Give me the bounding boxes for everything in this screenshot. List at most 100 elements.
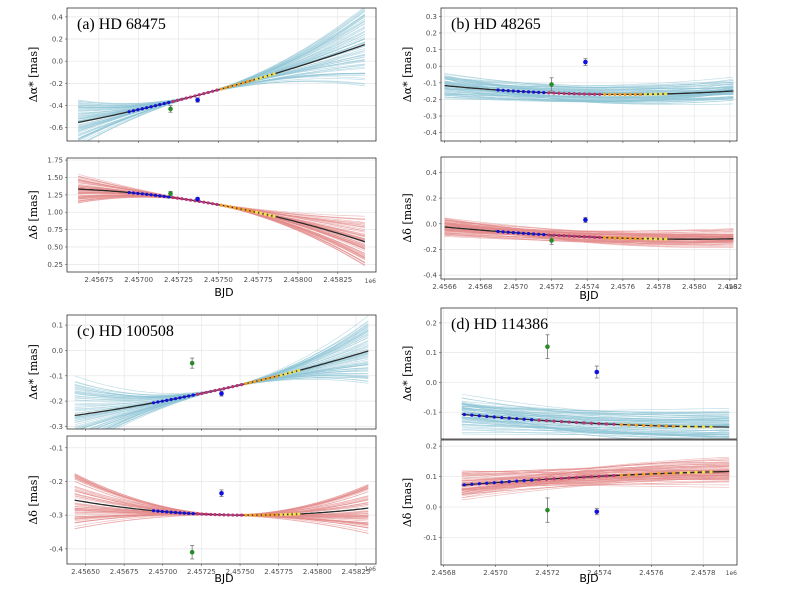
panel-c-alpha-epoch-point (156, 400, 160, 404)
panel-b-alpha-ytick-label: 0.1 (426, 46, 437, 54)
panel-d-delta-posterior-curve (461, 475, 730, 490)
panel-b-alpha-posterior-curve (444, 73, 734, 88)
panel-a-alpha-epoch-point (127, 110, 131, 114)
panel-d-alpha-epoch-point (649, 424, 653, 428)
panel-c-delta-epoch-point (231, 513, 235, 517)
panel-d-alpha-epoch-point (507, 416, 511, 420)
panel-c-alpha-epoch-point (270, 375, 274, 379)
panel-b-delta-epoch-point (638, 237, 642, 241)
panel-b-delta-background (441, 157, 737, 279)
panel-b-alpha-ytick-label: 0.3 (426, 13, 437, 21)
panel-d-alpha-ytick-label: -0.1 (423, 409, 437, 417)
panel-b-delta-epoch-point (501, 230, 505, 234)
panel-c-alpha-panel: -0.3 -0.2 -0.1 0.0 0.1 Δα* [mas] (c) HD 100508 (27, 314, 377, 431)
panel-d-alpha-frame (440, 307, 738, 440)
panel-a-delta-epoch-point (140, 192, 144, 196)
panel-b-delta-xtick-label: 2.4580 (682, 283, 707, 291)
panel-b-delta-frame (440, 156, 738, 280)
panel-d-delta-epoch-point (687, 470, 691, 475)
panel-c-alpha-best-fit (74, 350, 369, 417)
panel-b-alpha-posterior-curve (444, 91, 734, 106)
panel-b-alpha-background (441, 8, 737, 141)
panel-a-delta-epoch-point (167, 195, 171, 199)
panel-a-alpha-epoch-point (246, 80, 250, 84)
panel-b-alpha-epoch-point (516, 89, 520, 93)
panel-b-alpha-ytick-label: -0.3 (423, 113, 437, 121)
panel-b-alpha-ytick-label: -0.1 (423, 79, 437, 87)
panel-a-alpha-epoch-point (206, 90, 210, 95)
panel-d-alpha-epoch-point (642, 423, 646, 428)
panel-b-alpha-epoch-point (501, 88, 505, 92)
panel-b-delta-ytick-label: -0.2 (423, 246, 437, 254)
panel-d-delta-epoch-point (582, 475, 586, 479)
panel-c-delta-epoch-point (235, 513, 239, 517)
panel-b-alpha-panel: -0.4 -0.3 -0.2 -0.1 0.0 0.1 0.2 0.3 Δα* [mas] (b)… (401, 7, 738, 143)
panel-c-delta-gaia-point (219, 490, 224, 496)
panel-a-delta-xtick-label: 2.45800 (283, 276, 312, 284)
panel-a-alpha-epoch-point (189, 95, 193, 99)
panel-c-alpha-epoch-point (253, 379, 257, 384)
panel-a-delta-epoch-point (246, 208, 250, 213)
panel-a-delta-epoch-point (219, 203, 223, 207)
panel-d-alpha-best-fit (461, 413, 730, 428)
panel-d-delta-epoch-point (701, 470, 706, 474)
panel-c-delta-epoch-point (156, 509, 160, 513)
panel-d-alpha-posterior-curve (461, 429, 730, 436)
panel-b-alpha-epoch-point (628, 92, 632, 97)
panel-d-alpha-epoch-point (477, 414, 481, 418)
panel-c-delta-frame (66, 435, 377, 565)
panel-b-delta-epoch-point (633, 236, 637, 241)
panel-a-alpha-gaia-point (195, 97, 200, 103)
panel-c-alpha-epoch-point (279, 373, 283, 377)
panel-d-title: (d) HD 114386 (451, 316, 548, 333)
panel-d-alpha-panel: -0.1 0.0 0.1 0.2 Δα* [mas] (d) HD 114386 (401, 307, 738, 441)
panel-d-delta-posterior-curve (461, 466, 730, 487)
panel-c-alpha-epoch-point (173, 397, 178, 401)
panel-c-alpha-hip-point (189, 360, 195, 366)
panel-b-alpha-ytick-label: 0.2 (426, 29, 437, 37)
panel-a-alpha-epoch-point (228, 84, 232, 89)
panel-d-delta-xtick-label: 2.4578 (691, 569, 716, 577)
panel-a-alpha-epoch-point (162, 101, 166, 106)
panel-b-delta-epoch-point (511, 230, 515, 235)
panel-d-alpha-epoch-point (537, 418, 541, 422)
panel-c-delta-epoch-point (279, 513, 283, 517)
panel-b-delta-ytick-label: 0.2 (426, 195, 437, 203)
panel-b-delta-gaia-point (583, 217, 588, 223)
panel-d-delta-epoch-point (627, 473, 631, 477)
panel-a-delta-xtick-label: 2.45700 (124, 276, 153, 284)
panel-d-alpha-epoch-point (530, 418, 534, 422)
panel-a-delta-epoch-point (232, 206, 237, 210)
panel-d-alpha-epoch-point (619, 423, 623, 427)
panel-b-delta-xtick-label: 2.4572 (539, 283, 564, 291)
panel-b-alpha-epoch-point (603, 92, 607, 96)
panel-a-alpha-epoch-point (237, 82, 241, 86)
panel-d-alpha-gaia-point (594, 369, 600, 375)
panel-d-delta-xtick-label: 2.4572 (535, 569, 560, 577)
panel-b-alpha-posterior-curve (444, 78, 734, 87)
panel-d-alpha-epoch-point (485, 414, 489, 418)
panel-b-alpha-epoch-point (592, 92, 597, 96)
panel-c-delta-epoch-point (182, 511, 186, 515)
panel-a-delta-epoch-point (145, 192, 149, 196)
panel-b-alpha-frame (440, 7, 738, 142)
panel-b-alpha-posterior-curve (444, 83, 734, 99)
panel-d-delta-epoch-point (477, 482, 481, 486)
panel-c-xlabel: BJD (214, 572, 233, 585)
panel-d-delta-epoch-point (559, 476, 564, 480)
panel-b-delta-epoch-point (603, 236, 607, 240)
panel-d-delta-epoch-point (604, 474, 608, 478)
panel-a-alpha-ytick-label: -0.4 (49, 102, 63, 110)
panel-d-delta-epoch-point (507, 480, 511, 484)
panel-a-alpha-epoch-point (131, 109, 136, 113)
panel-b-alpha-epoch-point (557, 91, 561, 95)
panel-b-delta-posterior-curve (444, 222, 734, 235)
panel-c-delta-epoch-point (248, 513, 252, 517)
panel-a-delta-epoch-point (228, 205, 232, 209)
panel-d-alpha-epoch-point (515, 417, 519, 421)
panel-d-delta-epoch-point (589, 475, 594, 479)
panel-b-delta-xtick-label: 2.4578 (646, 283, 671, 291)
panel-c-alpha-epoch-point (222, 387, 226, 391)
panel-b-delta-xtick-label: 2.4576 (611, 283, 636, 291)
panel-c-delta-epoch-point (160, 509, 164, 514)
